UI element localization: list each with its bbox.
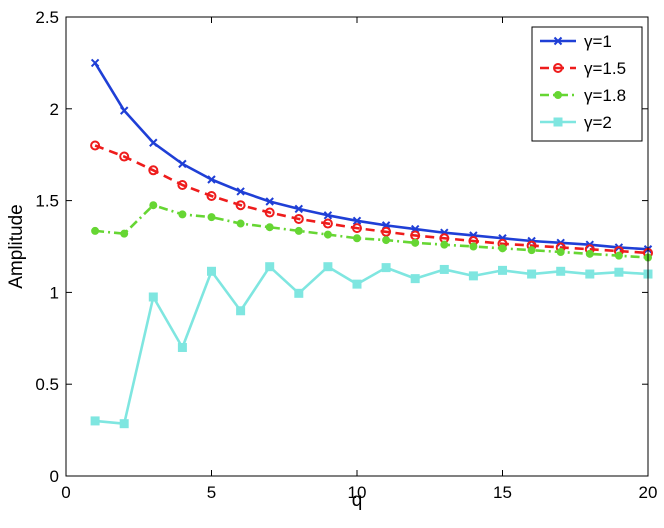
data-point [207,175,216,184]
data-point [236,219,245,228]
data-point [177,342,187,352]
data-point [556,248,565,257]
data-point [178,210,187,219]
plot-frame [65,16,649,477]
data-point [236,306,246,316]
data-point [119,419,129,429]
data-point [352,216,362,226]
data-point [498,244,507,253]
data-point [177,179,188,190]
data-point [264,207,275,218]
x-tick-label: 15 [493,483,512,502]
data-point [207,213,216,222]
data-point [178,159,187,169]
data-point [148,165,159,176]
data-point [585,269,595,279]
data-point [439,264,449,274]
legend: γ=1 γ=1.5 γ=1.8 γ=2 [531,26,643,142]
legend-marker [553,63,563,73]
data-point [382,236,391,245]
data-point [265,197,274,206]
data-point [90,416,100,426]
data-point [148,292,158,302]
data-point [381,226,392,237]
series-3 [91,201,652,262]
data-point [149,138,158,147]
data-point [236,187,245,196]
series-line [93,62,649,251]
data-point [90,58,100,68]
data-point [149,201,158,210]
legend-label: γ=1.8 [584,86,626,105]
data-point [323,211,333,220]
data-point [469,242,478,251]
data-point [614,251,623,260]
data-point [294,204,304,214]
data-point [90,140,101,151]
legend-marker [554,91,562,99]
y-tick-label: 2 [50,100,59,119]
data-point [235,200,246,211]
data-point [206,191,217,202]
y-tick-label: 2.5 [35,8,59,27]
legend-item: γ=1 [540,32,612,51]
legend-marker [553,36,563,46]
data-point [294,226,303,235]
data-point [381,263,391,273]
data-point [91,226,100,235]
legend-item: γ=1.8 [540,86,626,105]
data-point [527,269,537,279]
x-tick-label: 0 [61,483,70,502]
data-point [265,223,274,232]
series-line [94,265,649,425]
data-point [322,218,333,229]
y-tick-label: 1.5 [35,192,59,211]
data-point [352,279,362,289]
data-point [585,249,594,258]
y-tick-label: 0.5 [35,375,59,394]
y-tick-label: 0 [50,467,59,486]
data-point [293,213,304,224]
data-point [440,240,449,249]
legend-label: γ=2 [584,113,612,132]
data-point [468,271,478,281]
tick-labels-layer: 0 5 10 15 20 0 0.5 1 1.5 2 2.5 [35,8,657,502]
data-point [207,266,216,276]
legend-item: γ=2 [540,113,612,132]
data-point [614,267,624,277]
x-tick-label: 5 [207,483,216,502]
y-axis-label: Amplitude [6,204,27,289]
data-point [294,288,304,298]
data-point [265,262,275,272]
data-point [411,238,420,247]
legend-marker [553,117,563,127]
data-point [353,234,361,243]
data-point [498,265,507,275]
legend-label: γ=1.5 [584,59,626,78]
series-layer [90,58,653,429]
data-point [323,262,333,272]
x-tick-label: 10 [348,483,367,502]
series-line [94,203,649,259]
data-point [119,106,129,115]
series-line [94,144,649,255]
data-point [352,223,362,234]
y-tick-label: 1 [50,283,59,302]
legend-item: γ=1.5 [540,59,626,78]
data-point [527,246,536,255]
data-point [120,229,129,238]
data-point [410,274,420,284]
data-point [556,266,566,276]
data-point [323,230,332,239]
x-axis-label: q [352,490,363,511]
x-tick-label: 20 [639,483,658,502]
legend-label: γ=1 [584,32,612,51]
data-point [119,151,130,162]
